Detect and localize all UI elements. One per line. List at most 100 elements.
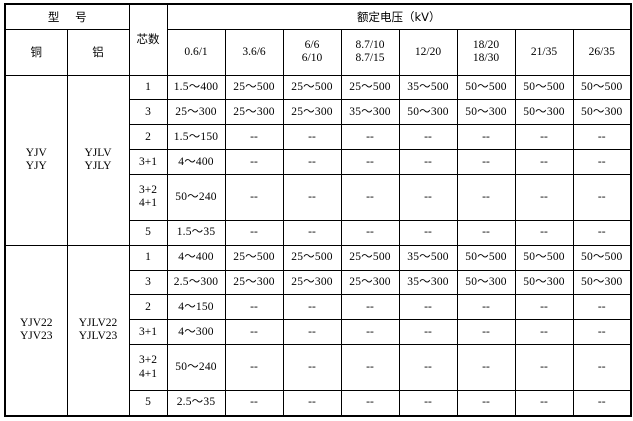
cross-section-range-cell: 25〜500 <box>282 244 342 271</box>
not-available-cell: -- <box>514 219 574 246</box>
model-line-2: YJV23 <box>19 330 53 343</box>
cross-section-range-cell: 4〜400 <box>166 244 226 271</box>
not-available-cell: -- <box>456 174 516 221</box>
not-available-cell: -- <box>572 344 632 391</box>
cross-section-range-cell: 4〜400 <box>166 149 226 176</box>
not-available-cell: -- <box>456 389 516 417</box>
core-line-1: 3+2 <box>139 184 157 197</box>
header-voltage-rating: 12/20 <box>398 29 458 76</box>
model-line-1: YJV <box>25 146 47 159</box>
not-available-cell: -- <box>514 319 574 346</box>
core-line-1: 3 <box>145 275 151 288</box>
model-line-2: YJLY <box>84 160 112 173</box>
cross-section-range-cell: 50〜500 <box>514 244 574 271</box>
not-available-cell: -- <box>514 294 574 321</box>
not-available-cell: -- <box>572 319 632 346</box>
not-available-cell: -- <box>224 344 284 391</box>
not-available-cell: -- <box>282 344 342 391</box>
core-line-1: 5 <box>145 396 151 409</box>
cross-section-range-cell: 35〜300 <box>340 99 400 126</box>
not-available-cell: -- <box>456 124 516 151</box>
not-available-cell: -- <box>282 294 342 321</box>
cross-section-range-cell: 50〜300 <box>456 269 516 296</box>
table-row: 5 2.5〜35 -- -- -- -- -- -- -- <box>5 389 632 417</box>
not-available-cell: -- <box>398 124 458 151</box>
not-available-cell: -- <box>282 149 342 176</box>
cross-section-range-cell: 50〜240 <box>166 344 226 391</box>
header-voltage-group: 额定电压（kV） <box>166 3 632 31</box>
header-voltage-rating: 18/20 18/30 <box>456 29 516 76</box>
header-row-secondary: 铜铝 0.6/1 3.6/6 6/6 6/10 8.7/10 8.7/15 12/20 18/2… <box>4 29 632 76</box>
cross-section-range-cell: 25〜300 <box>224 269 284 296</box>
not-available-cell: -- <box>398 389 458 417</box>
not-available-cell: -- <box>224 389 284 417</box>
voltage-line-1: 8.7/10 <box>355 39 385 52</box>
model-line-1: YJLV <box>84 146 112 159</box>
voltage-line-1: 12/20 <box>414 45 442 58</box>
not-available-cell: -- <box>514 174 574 221</box>
table-row: 3+1 4〜300 -- -- -- -- -- -- -- <box>5 319 632 346</box>
core-line-1: 1 <box>145 250 151 263</box>
cross-section-range-cell: 25〜300 <box>282 99 342 126</box>
core-count-value: 3+1 <box>128 319 168 346</box>
not-available-cell: -- <box>282 389 342 417</box>
cores-label-line-1: 芯 <box>136 32 149 47</box>
not-available-cell: -- <box>340 174 400 221</box>
voltage-line-1: 18/20 <box>472 39 500 52</box>
core-line-1: 5 <box>145 225 151 238</box>
not-available-cell: -- <box>340 124 400 151</box>
table-row: 3+1 4〜400 -- -- -- -- -- -- -- <box>5 149 632 176</box>
model-code-aluminum: YJLV YJLY <box>66 74 130 246</box>
header-type-group: 型 号 <box>4 3 130 31</box>
cross-section-range-cell: 35〜500 <box>398 244 458 271</box>
cross-section-range-cell: 25〜500 <box>282 74 342 101</box>
header-conductor-aluminum: 铝 <box>66 29 130 76</box>
header-voltage-rating: 0.6/1 <box>166 29 226 76</box>
cross-section-range-cell: 25〜500 <box>224 74 284 101</box>
table-row: 5 1.5〜35 -- -- -- -- -- -- -- <box>5 219 632 246</box>
not-available-cell: -- <box>340 344 400 391</box>
not-available-cell: -- <box>282 319 342 346</box>
cross-section-range-cell: 50〜500 <box>572 74 632 101</box>
core-line-1: 3+1 <box>139 155 157 168</box>
not-available-cell: -- <box>340 389 400 417</box>
cross-section-range-cell: 2.5〜35 <box>166 389 226 417</box>
core-line-1: 3 <box>145 105 151 118</box>
core-count-value: 1 <box>128 244 168 271</box>
not-available-cell: -- <box>514 344 574 391</box>
core-count-value: 5 <box>128 389 168 417</box>
not-available-cell: -- <box>572 389 632 417</box>
header-voltage-rating: 6/6 6/10 <box>282 29 342 76</box>
not-available-cell: -- <box>572 124 632 151</box>
core-count-value: 3+1 <box>128 149 168 176</box>
voltage-line-2: 18/30 <box>472 52 500 65</box>
voltage-line-1: 26/35 <box>588 45 615 58</box>
cross-section-range-cell: 25〜300 <box>224 99 284 126</box>
table-row: 3 2.5〜300 25〜300 25〜300 25〜300 35〜300 50〜300 50… <box>5 269 632 296</box>
not-available-cell: -- <box>398 294 458 321</box>
cross-section-range-cell: 50〜300 <box>456 99 516 126</box>
table-row: 2 4〜150 -- -- -- -- -- -- -- <box>5 294 632 321</box>
not-available-cell: -- <box>340 219 400 246</box>
core-count-value: 3+2 4+1 <box>128 174 168 221</box>
core-count-value: 5 <box>128 219 168 246</box>
not-available-cell: -- <box>224 174 284 221</box>
header-row-primary: 型 号芯数 额定电压（kV） <box>4 3 632 76</box>
cross-section-range-cell: 25〜300 <box>340 269 400 296</box>
model-line-2: YJY <box>25 160 47 173</box>
voltage-line-1: 0.6/1 <box>184 45 208 58</box>
not-available-cell: -- <box>224 219 284 246</box>
cross-section-range-cell: 1.5〜400 <box>166 74 226 101</box>
voltage-line-2: 8.7/15 <box>355 52 385 65</box>
cross-section-range-cell: 50〜240 <box>166 174 226 221</box>
not-available-cell: -- <box>398 174 458 221</box>
not-available-cell: -- <box>398 344 458 391</box>
not-available-cell: -- <box>456 219 516 246</box>
header-voltage-rating: 3.6/6 <box>224 29 284 76</box>
model-code-copper: YJV YJY <box>4 74 68 246</box>
core-line-1: 2 <box>145 130 151 143</box>
not-available-cell: -- <box>282 174 342 221</box>
cross-section-range-cell: 1.5〜150 <box>166 124 226 151</box>
model-line-2: YJLV23 <box>78 330 118 343</box>
model-line-1: YJV22 <box>19 317 53 330</box>
